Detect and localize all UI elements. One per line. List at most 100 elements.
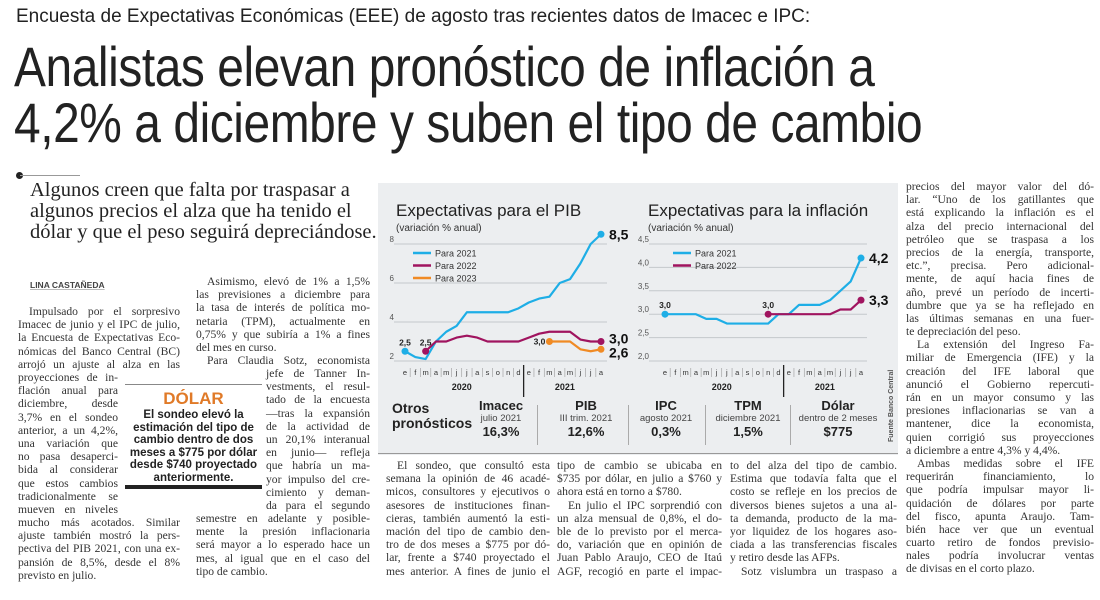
legend-label: Para 2023 — [435, 274, 477, 284]
text-line: mucho más acotados. Similar — [18, 516, 180, 529]
forecast-imacec: Imacec julio 2021 16,3% — [468, 398, 534, 439]
text-line: da para el segundo — [266, 498, 370, 512]
text-line: tipo de cambio se ubicaba en — [557, 459, 722, 472]
chart-subtitle: (variación % anual) — [396, 223, 482, 234]
x-tick-label: n — [766, 368, 770, 377]
x-tick-label: m — [806, 368, 812, 377]
forecast-value: $775 — [823, 424, 853, 439]
text-line: de la actividad de — [266, 419, 370, 433]
divider — [125, 384, 262, 385]
text-line: anunció el Gobierno repercuti- — [906, 377, 1094, 391]
text-line: yor liquidez de los hogares aso- — [730, 524, 897, 538]
x-tick-label: j — [589, 368, 592, 377]
x-tick-label: s — [486, 368, 490, 377]
text-line: diciembre, desde — [18, 397, 118, 411]
x-tick-label: f — [798, 368, 801, 377]
sidebar-title: DÓLAR — [163, 389, 224, 408]
text-line: lar. “Uno de los gatillantes que — [906, 193, 1094, 207]
series-end-point — [597, 230, 605, 238]
text-line: presiones inflacionarias se van a — [906, 404, 1094, 418]
series-end-label: 8,5 — [609, 226, 629, 242]
text-line: Impulsado por el sorpresivo — [29, 305, 180, 318]
text-line: mantener, dice la economista, — [906, 417, 1094, 431]
text-line: mación del tipo de cambio den- — [386, 524, 550, 538]
text-line: cieras, también aumentó la esti- — [386, 511, 550, 525]
text-line: vestments, el resul- — [266, 380, 370, 394]
series-start-label: 2,5 — [420, 337, 432, 347]
article-column: semestre en adelante y posible-mente la … — [196, 512, 370, 578]
text-line: yor impulso del cre- — [266, 472, 370, 486]
text-line: mente la presión inflacionaria — [196, 525, 370, 539]
text-line: de divisas en el corto plazo. — [906, 562, 1035, 576]
legend-label: Para 2021 — [435, 249, 477, 259]
divider — [125, 485, 262, 489]
article-column: proyecciones de in-flación anual para dic… — [18, 371, 118, 516]
x-tick-label: f — [674, 368, 677, 377]
y-tick-label: 6 — [390, 274, 395, 283]
text-line: Ambas medidas sobre el IFE — [917, 456, 1094, 470]
x-tick-label: a — [558, 368, 563, 377]
text-line: previsto en julio. — [18, 568, 97, 582]
forecast-period: agosto 2021 — [639, 413, 693, 424]
text-line: mueven en niveles — [18, 502, 118, 516]
headline-line-2: 4,2% a diciembre y suben el tipo de camb… — [14, 91, 923, 154]
text-line: to del alza del tipo de cambio. — [730, 459, 897, 472]
text-line: una variación que — [18, 436, 118, 450]
series-line — [665, 257, 863, 325]
legend-label: Para 2021 — [695, 249, 737, 259]
byline: LINA CASTAÑEDA — [30, 280, 105, 290]
series-end-label: 4,2 — [869, 250, 889, 266]
text-line: lar, frente a $740 proyectado el — [386, 551, 550, 565]
text-line: quidación de dólares por parte — [906, 496, 1094, 510]
forecasts-title-line: Otros — [392, 400, 430, 416]
x-tick-label: o — [496, 368, 500, 377]
dolar-sidebar-box: DÓLAR El sondeo elevó la estimación del … — [125, 384, 262, 490]
text-line: netaria (TPM), actualmente en — [196, 314, 370, 328]
text-line: ajuste también mostró la pers- — [18, 529, 180, 543]
series-start-point — [401, 347, 409, 355]
divider — [705, 405, 706, 445]
forecast-value: 16,3% — [482, 424, 520, 439]
text-line: no pasa desaperci- — [18, 450, 118, 464]
text-line: nómicas del Banco Central (BC) — [18, 344, 180, 358]
x-tick-label: f — [538, 368, 541, 377]
article-column: to del alza del tipo de cambio. Estima qu… — [730, 459, 897, 578]
text-line: un 20,1% interanual — [266, 432, 370, 446]
article-column: Impulsado por el sorpresivo Imacec de jun… — [18, 305, 180, 371]
x-tick-label: d — [516, 368, 520, 377]
x-tick-label: m — [423, 368, 429, 377]
y-tick-label: 8 — [390, 235, 395, 244]
x-tick-label: e — [403, 368, 407, 377]
text-line: El sondeo, que consultó esta — [397, 459, 550, 472]
inflation-chart: 2,02,53,03,54,04,5e f m a m j j a s o n d e f m a m j j a20… — [638, 235, 889, 397]
forecast-ipc: IPC agosto 2021 0,3% — [630, 398, 702, 439]
x-tick-label: m — [546, 368, 552, 377]
text-line: ciada a las transferencias fiscales — [730, 538, 897, 552]
series-start-label: 3,0 — [534, 337, 546, 347]
text-line: etc.”, precisa. Pero adicional- — [906, 259, 1094, 273]
x-tick-label: d — [776, 368, 780, 377]
series-end-point — [857, 254, 865, 262]
text-line: que podría impulsar mayor li- — [906, 483, 1094, 497]
article-column: El sondeo, que consultó esta semana la op… — [386, 459, 550, 578]
forecast-pib: PIB III trim. 2021 12,6% — [545, 398, 627, 439]
infographic-panel: Expectativas para el PIB (variación % an… — [378, 183, 898, 455]
forecast-label: IPC — [655, 398, 677, 413]
text-line: alza del precio internacional del — [906, 219, 1094, 233]
text-line: mente, de aquí hacia fines de — [906, 272, 1094, 286]
forecast-label: PIB — [575, 398, 597, 413]
text-line: las previsiones a diciembre para — [196, 288, 370, 302]
source-note: Fuente Banco Central — [888, 369, 895, 442]
text-line: precios del mayor valor del dó- — [906, 180, 1094, 193]
text-line: flación anual para — [18, 384, 118, 398]
x-tick-label: m — [443, 368, 449, 377]
series-start-point — [661, 310, 669, 318]
divider — [537, 405, 538, 445]
text-line: Imacec de junio y el IPC de julio, — [18, 318, 180, 332]
text-line: rán en un mayor consumo y las — [906, 391, 1094, 404]
series-end-label: 3,0 — [609, 330, 629, 346]
x-tick-label: a — [475, 368, 480, 377]
x-tick-label: o — [756, 368, 760, 377]
sidebar-text: El sondeo elevó la estimación del tipo d… — [129, 409, 258, 484]
series-start-label: 3,0 — [659, 300, 671, 310]
